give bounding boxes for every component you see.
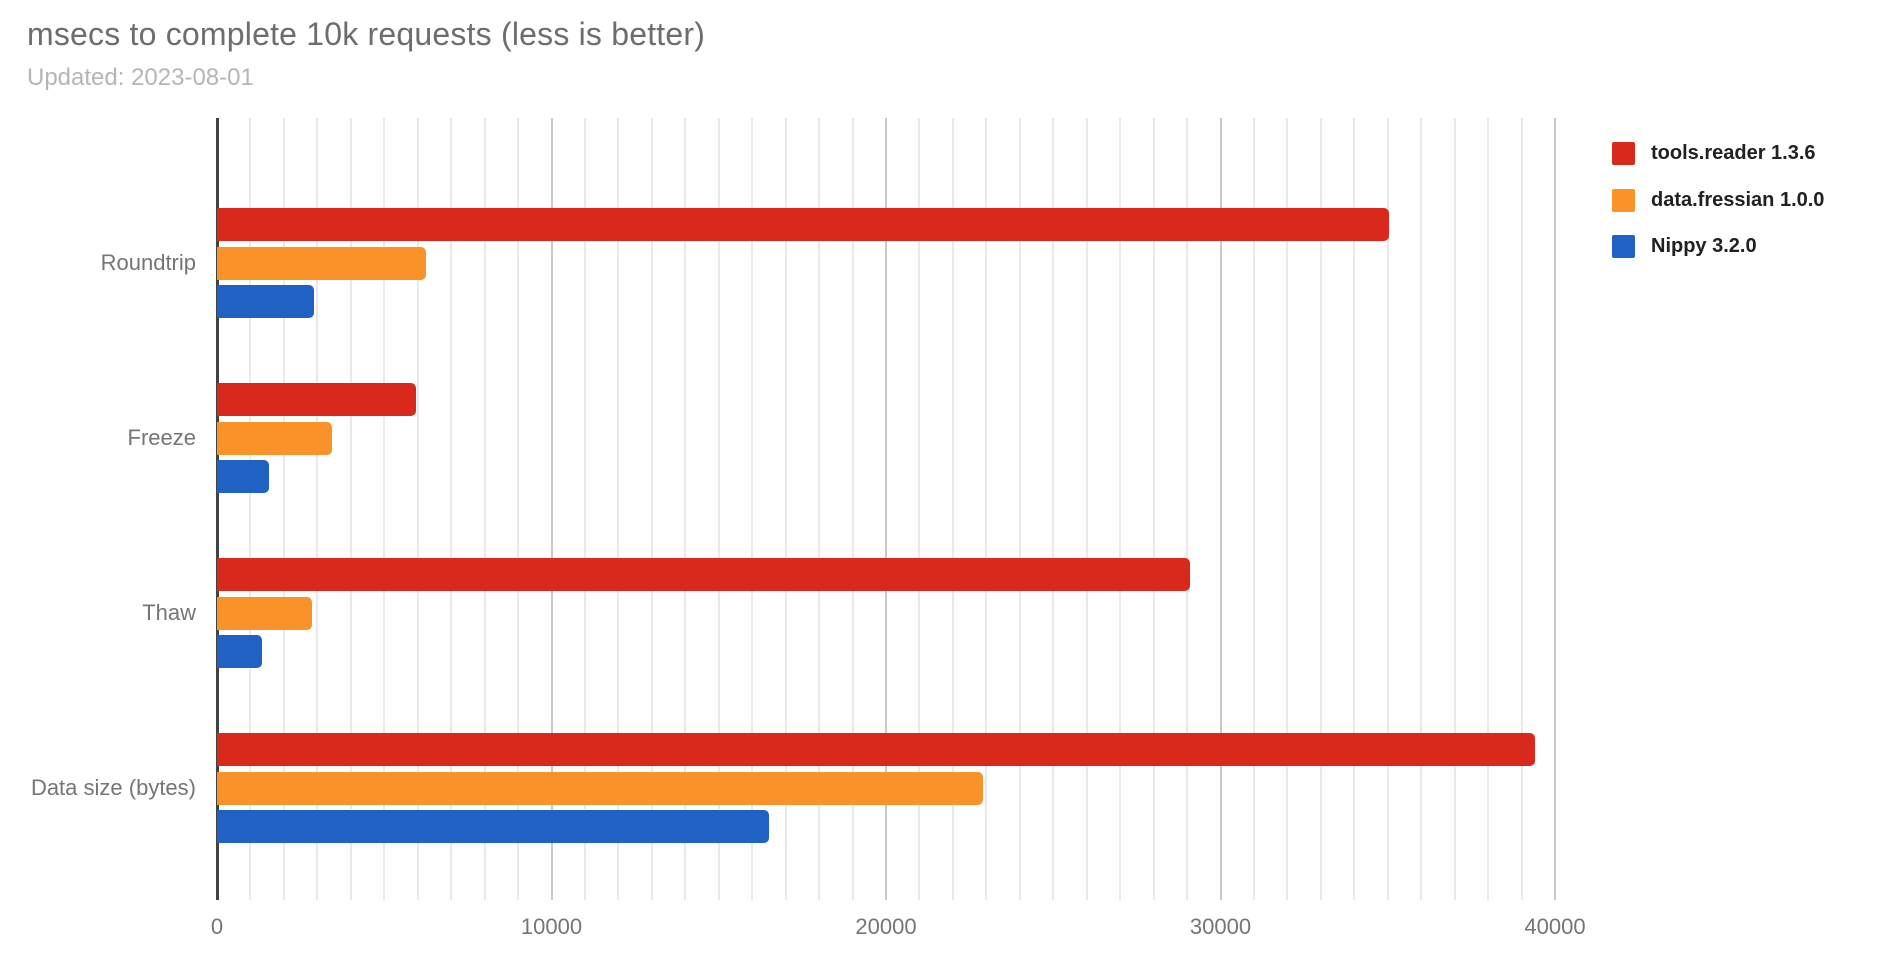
minor-gridline (1420, 118, 1423, 900)
x-tick-label-20000: 20000 (855, 914, 917, 939)
legend-item-tools-reader-1-3-6: tools.reader 1.3.6 (1612, 142, 1824, 165)
minor-gridline (1286, 118, 1289, 900)
bar-data-fressian-1-0-0-roundtrip (217, 246, 427, 280)
minor-gridline (517, 118, 520, 900)
legend-swatch-icon (1612, 188, 1635, 212)
bar-nippy-3-2-0-roundtrip (217, 285, 314, 318)
bar-data-fressian-1-0-0-thaw (217, 596, 313, 630)
minor-gridline (751, 118, 754, 900)
legend-item-nippy-3-2-0: Nippy 3.2.0 (1612, 235, 1824, 258)
minor-gridline (282, 118, 285, 900)
minor-gridline (583, 118, 586, 900)
legend: tools.reader 1.3.6 data.fressian 1.0.0 Nip… (1612, 142, 1824, 282)
minor-gridline (1052, 118, 1055, 900)
minor-gridline (416, 118, 419, 900)
category-label-freeze: Freeze (127, 425, 196, 450)
x-tick-label-10000: 10000 (520, 914, 583, 939)
legend-swatch-icon (1612, 142, 1635, 165)
bar-nippy-3-2-0-freeze (217, 460, 269, 493)
bar-tools-reader-1-3-6-roundtrip (217, 208, 1390, 241)
minor-gridline (383, 118, 386, 900)
minor-gridline (1018, 118, 1021, 900)
minor-gridline (249, 118, 252, 900)
minor-gridline (784, 118, 787, 900)
minor-gridline (1453, 118, 1456, 900)
minor-gridline (1487, 118, 1490, 900)
plot-area (216, 118, 1580, 900)
major-gridline (1219, 118, 1222, 900)
minor-gridline (1386, 118, 1389, 900)
legend-item-data-fressian-1-0-0: data.fressian 1.0.0 (1612, 188, 1825, 212)
legend-swatch-icon (1612, 235, 1635, 258)
bar-nippy-3-2-0-data-size-bytes (217, 810, 769, 843)
minor-gridline (650, 118, 653, 900)
bar-nippy-3-2-0-thaw (217, 635, 263, 668)
minor-gridline (1119, 118, 1122, 900)
category-label-data-size-bytes: Data size (bytes) (30, 775, 196, 800)
category-label-thaw: Thaw (142, 600, 196, 625)
x-tick-label-40000: 40000 (1524, 914, 1586, 939)
bar-tools-reader-1-3-6-thaw (217, 558, 1191, 591)
y-axis-line (216, 118, 219, 900)
minor-gridline (1353, 118, 1356, 900)
legend-label: tools.reader 1.3.6 (1651, 142, 1816, 164)
x-tick-label-30000: 30000 (1189, 914, 1252, 939)
minor-gridline (818, 118, 821, 900)
minor-gridline (349, 118, 352, 900)
bar-tools-reader-1-3-6-freeze (217, 383, 417, 416)
x-tick-label-0: 0 (210, 914, 224, 939)
major-gridline (1554, 118, 1556, 900)
minor-gridline (717, 118, 720, 900)
minor-gridline (1252, 118, 1255, 900)
minor-gridline (1186, 118, 1189, 900)
major-gridline (550, 118, 553, 900)
minor-gridline (450, 118, 453, 900)
minor-gridline (1520, 118, 1523, 900)
minor-gridline (483, 118, 486, 900)
major-gridline (885, 118, 887, 900)
legend-label: Nippy 3.2.0 (1651, 235, 1757, 257)
bar-data-fressian-1-0-0-freeze (217, 421, 333, 455)
minor-gridline (851, 118, 854, 900)
minor-gridline (617, 118, 620, 900)
chart-subtitle: Updated: 2023-08-01 (27, 64, 254, 91)
category-label-roundtrip: Roundtrip (100, 250, 196, 275)
minor-gridline (1319, 118, 1322, 900)
bar-data-fressian-1-0-0-data-size-bytes (217, 771, 983, 805)
minor-gridline (1085, 118, 1088, 900)
minor-gridline (951, 118, 954, 900)
minor-gridline (684, 118, 687, 900)
legend-label: data.fressian 1.0.0 (1651, 188, 1825, 211)
chart-title: msecs to complete 10k requests (less is … (27, 16, 706, 52)
minor-gridline (1152, 118, 1155, 900)
bar-tools-reader-1-3-6-data-size-bytes (217, 733, 1535, 766)
minor-gridline (918, 118, 921, 900)
minor-gridline (316, 118, 319, 900)
minor-gridline (985, 118, 988, 900)
